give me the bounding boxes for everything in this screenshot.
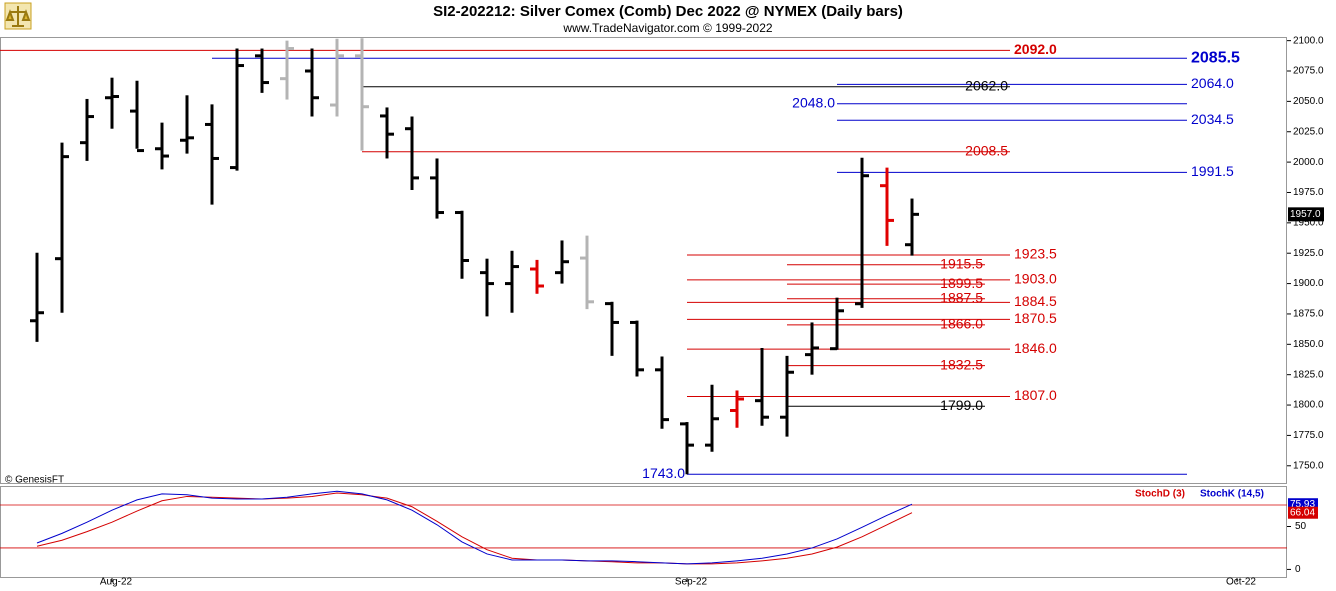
- y-tick-label: 1775.0: [1293, 430, 1324, 441]
- x-tick-label: Sep-22: [675, 577, 708, 588]
- price-tag-label: 1957.0: [1290, 209, 1321, 220]
- level-label: 2062.0: [965, 78, 1008, 94]
- y-tick-label: 2000.0: [1293, 157, 1324, 168]
- x-tick-label: Oct-22: [1226, 577, 1256, 588]
- stoch-line: [36, 490, 913, 565]
- level-label: 2092.0: [1014, 41, 1057, 57]
- legend-entry: StochK (14,5): [1200, 489, 1264, 500]
- value-tag-label: 75.93: [1290, 499, 1315, 510]
- level-label: 1870.5: [1014, 310, 1057, 326]
- price-panel: [0, 37, 1287, 484]
- y-tick-label: 2100.0: [1293, 35, 1324, 46]
- stoch-panel: [0, 486, 1287, 578]
- y-tick-label: 2075.0: [1293, 66, 1324, 77]
- value-tag: [1288, 506, 1318, 519]
- level-label: 1743.0: [642, 465, 685, 481]
- level-label: 1799.0: [940, 397, 983, 413]
- level-label: 1915.5: [940, 255, 983, 271]
- stoch-line: [36, 492, 913, 565]
- y-tick-label: 1850.0: [1293, 339, 1324, 350]
- y-tick-label: 1875.0: [1293, 309, 1324, 320]
- level-label: 1887.5: [940, 289, 983, 305]
- y-tick-label: 1750.0: [1293, 460, 1324, 471]
- value-tag-label: 66.04: [1290, 507, 1315, 518]
- logo: [4, 2, 32, 30]
- level-label: 1832.5: [940, 356, 983, 372]
- y-tick-label: 1925.0: [1293, 248, 1324, 259]
- level-label: 2064.0: [1191, 75, 1234, 91]
- price-tag: [1288, 207, 1324, 222]
- y-tick-label: 50: [1295, 521, 1307, 532]
- chart-title: SI2-202212: Silver Comex (Comb) Dec 2022…: [433, 3, 903, 20]
- legend-entry: StochD (3): [1135, 489, 1185, 500]
- level-label: 1903.0: [1014, 271, 1057, 287]
- y-tick-label: 2025.0: [1293, 126, 1324, 137]
- level-label: 2048.0: [792, 95, 835, 111]
- level-label: 1807.0: [1014, 387, 1057, 403]
- y-tick-label: 1825.0: [1293, 369, 1324, 380]
- level-label: 1846.0: [1014, 340, 1057, 356]
- y-tick-label: 2050.0: [1293, 96, 1324, 107]
- level-label: 2008.5: [965, 142, 1008, 158]
- level-label: 2034.5: [1191, 111, 1234, 127]
- y-tick-label: 1975.0: [1293, 187, 1324, 198]
- level-label: 1923.5: [1014, 246, 1057, 262]
- level-label: 2085.5: [1191, 49, 1240, 66]
- y-tick-label: 1900.0: [1293, 278, 1324, 289]
- watermark: © GenesisFT: [5, 475, 64, 486]
- y-tick-label: 0: [1295, 564, 1301, 575]
- x-tick-label: Aug-22: [100, 577, 133, 588]
- y-tick-label: 1950.0: [1293, 217, 1324, 228]
- level-label: 1866.0: [940, 316, 983, 332]
- level-label: 1899.5: [940, 275, 983, 291]
- level-label: 1884.5: [1014, 293, 1057, 309]
- level-label: 1991.5: [1191, 163, 1234, 179]
- chart-subtitle: www.TradeNavigator.com © 1999-2022: [562, 21, 772, 35]
- y-tick-label: 1800.0: [1293, 400, 1324, 411]
